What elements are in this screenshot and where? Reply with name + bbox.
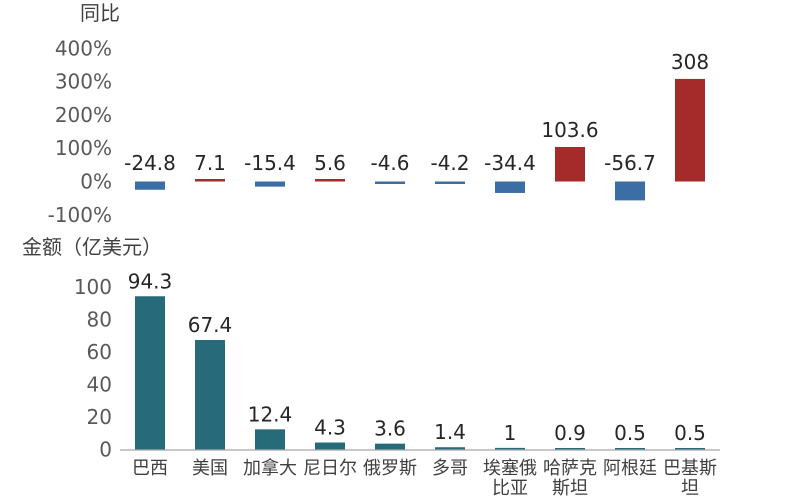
amount-bar <box>135 296 165 450</box>
amount-data-label: 0.5 <box>614 421 646 445</box>
category-label: 尼日尔 <box>303 458 357 479</box>
yoy-bar <box>555 147 585 182</box>
yoy-bar <box>315 179 345 182</box>
yoy-tick-label: 400% <box>55 36 112 60</box>
category-label-line: 哈萨克 <box>543 458 597 479</box>
category-label: 阿根廷 <box>603 458 657 479</box>
yoy-data-label: -56.7 <box>604 151 656 175</box>
amount-tick-label: 100 <box>74 275 112 299</box>
amount-bar <box>495 447 525 450</box>
yoy-bar <box>675 78 705 182</box>
amount-data-labels: 94.3 67.4 12.4 4.3 3.6 1.4 1 0.9 0.5 0.5 <box>128 269 706 445</box>
category-label: 美国 <box>192 458 228 479</box>
amount-bar <box>675 448 705 450</box>
category-label-line: 尼日尔 <box>303 458 357 479</box>
amount-bar <box>615 448 645 450</box>
yoy-tick-label: 200% <box>55 103 112 127</box>
yoy-data-label: -4.2 <box>430 151 469 175</box>
yoy-tick-label: 100% <box>55 136 112 160</box>
category-label: 多哥 <box>432 458 468 479</box>
amount-bar <box>195 339 225 450</box>
amount-y-axis: 100 80 60 40 20 0 <box>74 275 112 462</box>
category-label-line: 美国 <box>192 458 228 479</box>
yoy-tick-label: -100% <box>48 203 112 227</box>
yoy-data-label: -24.8 <box>124 151 176 175</box>
category-label-line: 斯坦 <box>552 478 588 499</box>
category-label: 哈萨克斯坦 <box>543 458 597 499</box>
yoy-bar <box>435 181 465 184</box>
amount-axis-title: 金额（亿美元） <box>22 235 162 259</box>
category-label-line: 俄罗斯 <box>363 458 417 479</box>
yoy-bar <box>375 181 405 184</box>
yoy-data-label: -4.6 <box>370 151 409 175</box>
amount-data-label: 94.3 <box>128 269 173 293</box>
amount-data-label: 1.4 <box>434 420 466 444</box>
amount-data-label: 0.9 <box>554 421 586 445</box>
category-label: 巴西 <box>132 458 168 479</box>
yoy-y-axis: 400% 300% 200% 100% 0% -100% <box>48 36 112 227</box>
category-label-line: 巴基斯 <box>663 458 717 479</box>
yoy-data-label: 7.1 <box>194 151 226 175</box>
yoy-bar <box>495 181 525 193</box>
amount-data-label: 12.4 <box>248 402 293 426</box>
amount-bar <box>255 429 285 450</box>
amount-bar <box>435 447 465 450</box>
category-label: 巴基斯坦 <box>663 458 717 499</box>
yoy-data-label: 103.6 <box>541 118 598 142</box>
yoy-tick-label: 300% <box>55 70 112 94</box>
category-label: 俄罗斯 <box>363 458 417 479</box>
yoy-bar <box>615 181 645 201</box>
amount-bar <box>315 442 345 450</box>
category-label-line: 埃塞俄 <box>483 458 537 479</box>
yoy-data-label: -15.4 <box>244 151 296 175</box>
yoy-data-label: -34.4 <box>484 151 536 175</box>
yoy-data-label: 308 <box>671 50 709 74</box>
amount-data-label: 67.4 <box>188 313 233 337</box>
amount-data-label: 1 <box>504 421 517 445</box>
category-label: 加拿大 <box>243 457 297 479</box>
amount-data-label: 0.5 <box>674 421 706 445</box>
category-label-line: 比亚 <box>492 478 528 499</box>
amount-tick-label: 60 <box>87 340 112 364</box>
category-label-line: 阿根廷 <box>603 458 657 479</box>
category-label-line: 坦 <box>681 478 699 499</box>
yoy-data-label: 5.6 <box>314 151 346 175</box>
amount-tick-label: 40 <box>87 373 112 397</box>
yoy-bar <box>255 181 285 187</box>
amount-bar <box>375 443 405 450</box>
yoy-bars <box>135 78 705 201</box>
category-label-line: 巴西 <box>132 458 168 479</box>
yoy-bar <box>135 181 165 190</box>
amount-tick-label: 80 <box>87 308 112 332</box>
category-label: 埃塞俄比亚 <box>483 458 537 499</box>
amount-tick-label: 20 <box>87 405 112 429</box>
yoy-axis-title: 同比 <box>80 1 120 25</box>
category-label-line: 多哥 <box>432 458 468 479</box>
amount-bar <box>555 448 585 450</box>
yoy-bar <box>195 179 225 182</box>
amount-data-label: 3.6 <box>374 417 406 441</box>
category-label-line: 加拿大 <box>243 457 297 479</box>
yoy-tick-label: 0% <box>80 170 112 194</box>
amount-data-label: 4.3 <box>314 416 346 440</box>
amount-tick-label: 0 <box>99 438 112 462</box>
amount-bars <box>135 296 705 450</box>
